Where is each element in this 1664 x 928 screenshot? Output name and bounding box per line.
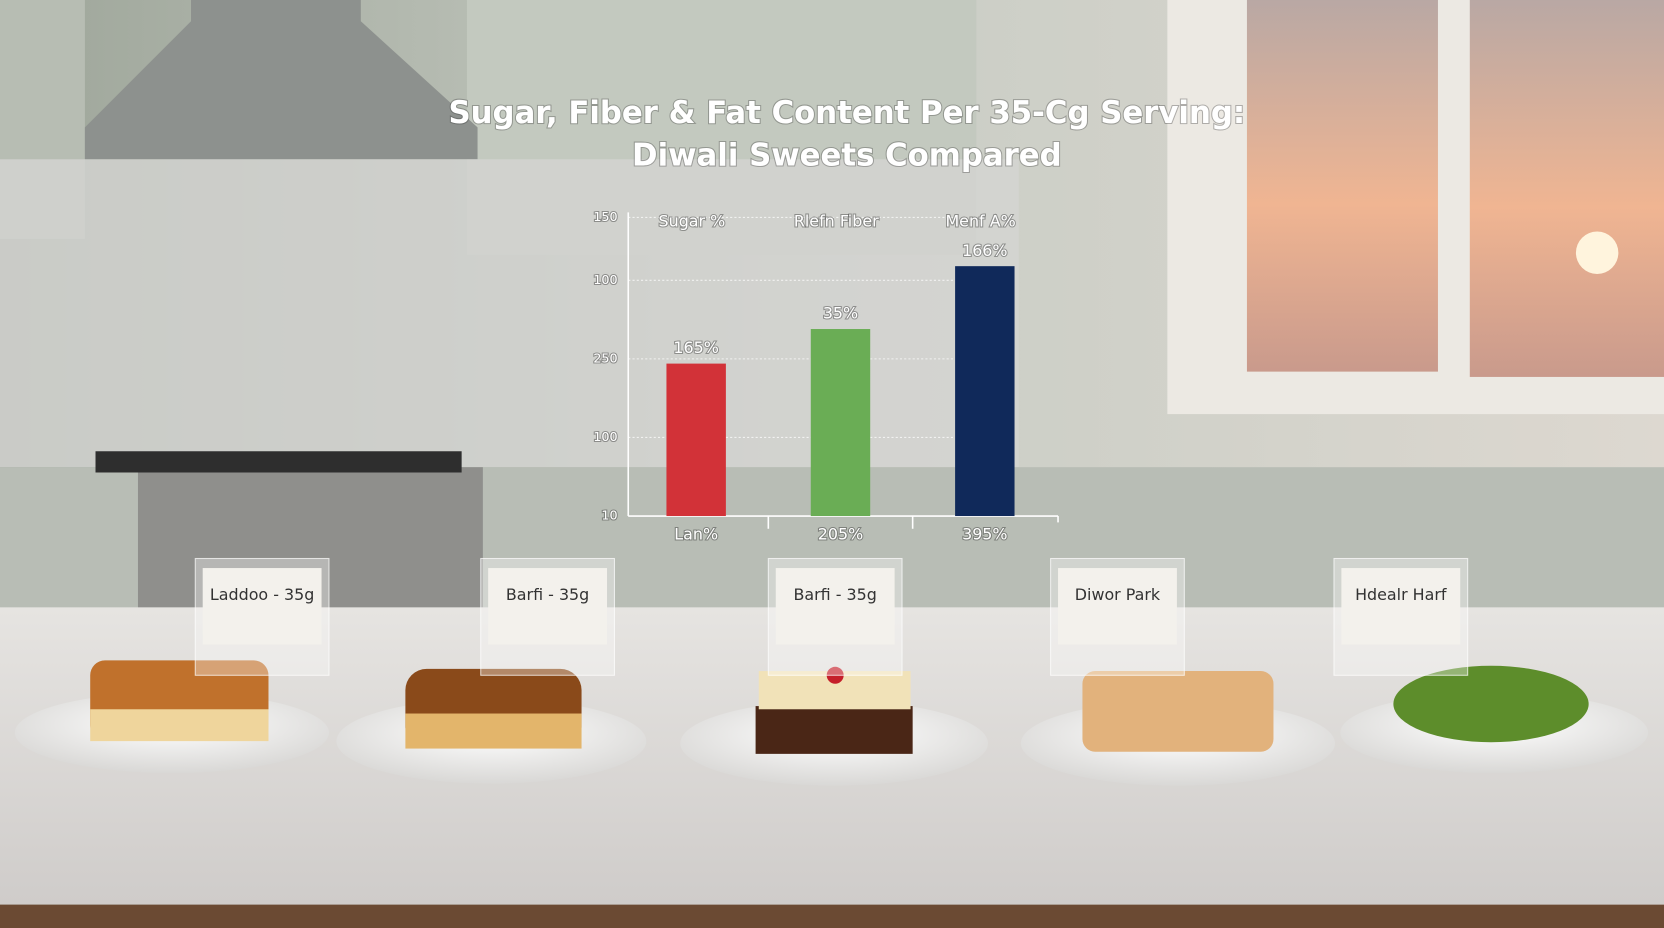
column-label: Rlefn Fiber — [794, 211, 879, 230]
x-tick-label: 205% — [818, 525, 863, 544]
bar — [666, 363, 726, 517]
y-tick-label: 100 — [593, 273, 617, 288]
value-label: 165% — [673, 338, 718, 357]
range-hood — [84, 0, 478, 160]
sweet — [90, 709, 269, 742]
column-label: Menf A% — [945, 211, 1015, 230]
value-label: 35% — [823, 304, 858, 323]
placard-label: Barfi - 35g — [793, 585, 876, 604]
value-label: 166% — [962, 241, 1007, 260]
plates — [14, 660, 1649, 786]
counter-edge — [0, 904, 1664, 928]
placards: Laddoo - 35g Barfi - 35g Barfi - 35g Diwor … — [194, 557, 1469, 676]
y-tick-label: 150 — [593, 210, 617, 225]
placard-label: Diwor Park — [1075, 585, 1161, 604]
window — [1469, 0, 1664, 377]
chart: Sugar, Fiber & Fat Content Per 35-Cg Ser… — [447, 94, 1246, 545]
x-tick-label: 395% — [962, 525, 1007, 544]
placard — [1058, 568, 1177, 645]
x-tick-label: Lan% — [674, 525, 718, 544]
y-tick-label: 10 — [601, 509, 617, 524]
sun — [1575, 231, 1619, 274]
chart-title: Diwali Sweets Compared — [632, 138, 1062, 174]
y-tick-label: 250 — [593, 351, 617, 366]
placard — [1341, 568, 1461, 645]
sweet — [405, 713, 582, 749]
placard-label: Hdealr Harf — [1355, 585, 1447, 604]
placard — [488, 568, 608, 645]
placard-label: Laddoo - 35g — [210, 585, 314, 604]
sweet — [755, 706, 913, 754]
placard — [775, 568, 895, 645]
sweet — [1082, 671, 1274, 752]
y-tick-label: 100 — [593, 430, 617, 445]
column-label: Sugar % — [659, 211, 726, 230]
bar — [810, 329, 871, 517]
chart-title: Sugar, Fiber & Fat Content Per 35-Cg Ser… — [449, 95, 1246, 131]
placard-label: Barfi - 35g — [506, 585, 589, 604]
window — [1246, 0, 1438, 372]
stovetop — [95, 451, 462, 473]
sweet — [1393, 665, 1589, 743]
placard — [202, 568, 322, 645]
bar — [955, 266, 1015, 517]
